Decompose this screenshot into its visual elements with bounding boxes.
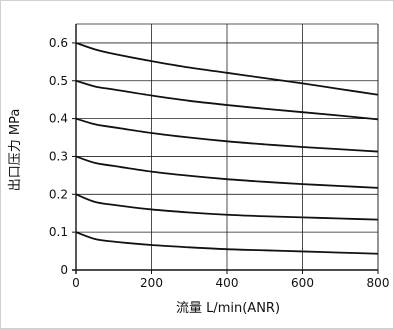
y-tick-label: 0.4 <box>49 112 68 126</box>
series-line-4 <box>75 117 379 153</box>
series-line-1 <box>75 231 379 255</box>
y-tick-label: 0.1 <box>49 225 68 239</box>
x-tick-label: 800 <box>367 276 390 290</box>
y-tick-label: 0.6 <box>49 36 68 50</box>
y-tick-label: 0.3 <box>49 149 68 163</box>
series-line-3 <box>75 155 379 189</box>
series-lines <box>75 42 379 255</box>
axes <box>72 23 379 274</box>
x-axis-label: 流量 L/min(ANR) <box>176 301 280 316</box>
series-line-2 <box>75 193 379 221</box>
x-tick-label: 200 <box>140 276 163 290</box>
y-axis-label: 出口压力 MPa <box>8 109 23 192</box>
series-line-5 <box>75 79 379 121</box>
x-tick-label: 600 <box>291 276 314 290</box>
grid <box>76 24 379 270</box>
x-tick-label: 400 <box>216 276 239 290</box>
y-tick-label: 0 <box>60 263 68 277</box>
x-tick-label: 0 <box>72 276 80 290</box>
series-line-6 <box>75 42 379 96</box>
tick-labels: 0 200 400 600 800 0 0.1 0.2 0.3 0.4 0.5 0.6 <box>49 36 390 290</box>
y-tick-label: 0.5 <box>49 74 68 88</box>
y-tick-label: 0.2 <box>49 187 68 201</box>
